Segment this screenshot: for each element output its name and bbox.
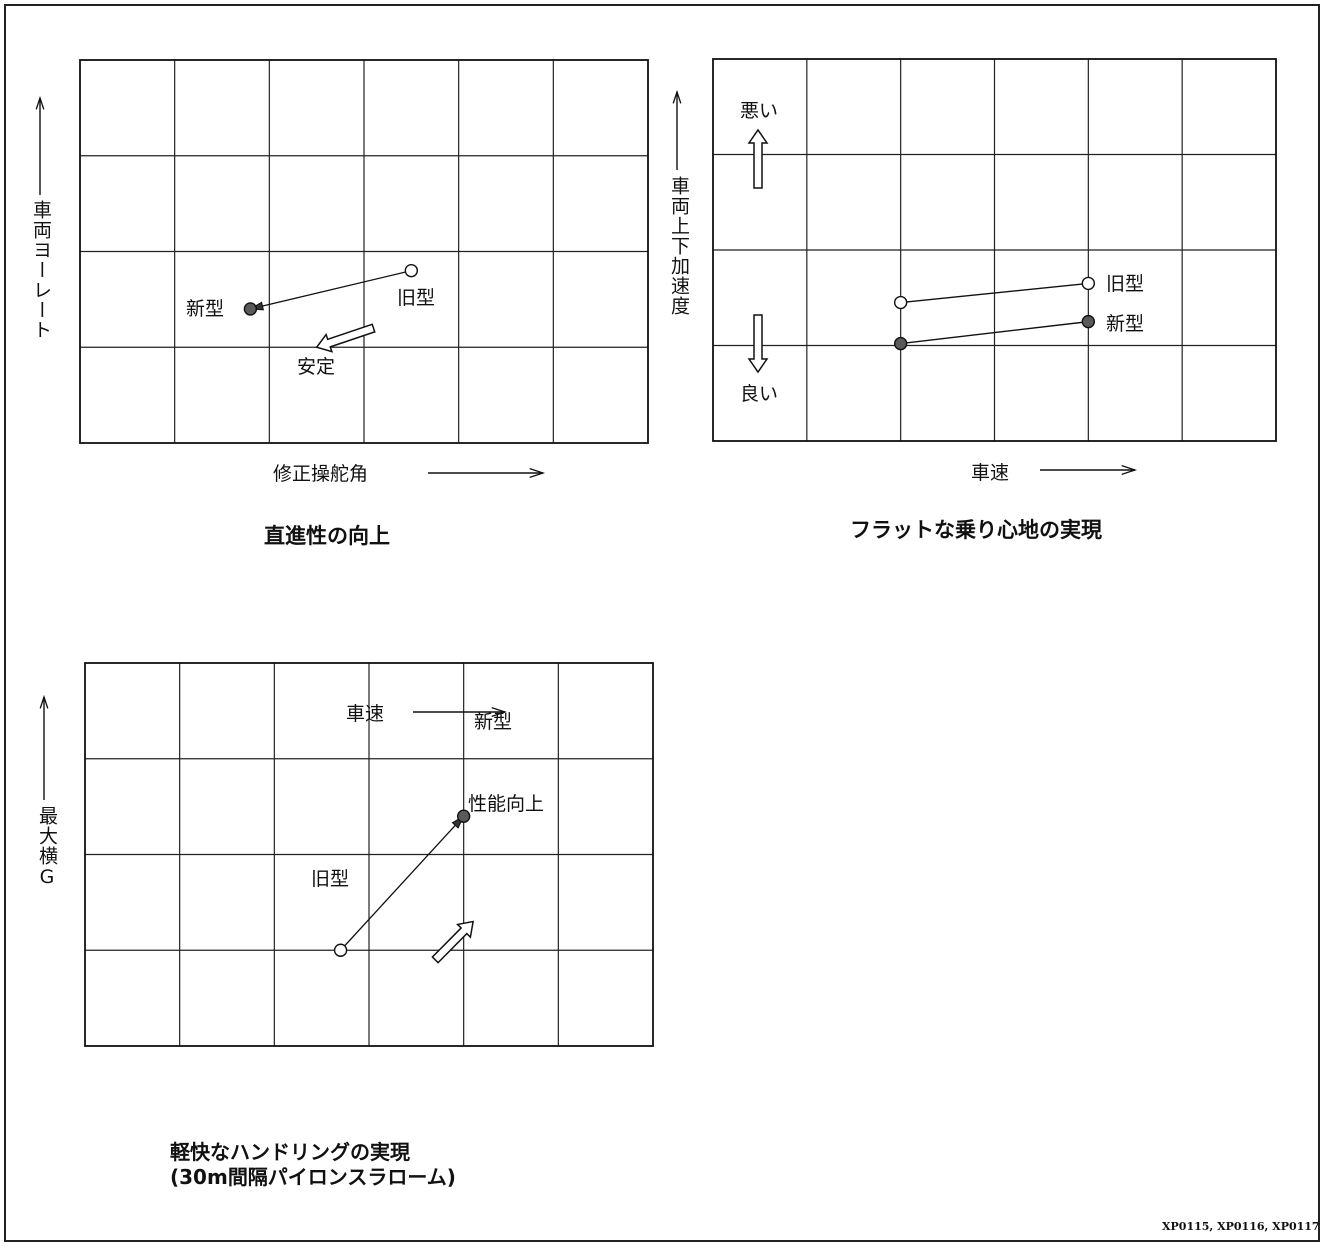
figure-code: XP0115, XP0116, XP0117: [1162, 1220, 1320, 1233]
chart1-point-old-0: [404, 263, 419, 278]
chart3-xlabel: 車速: [346, 703, 385, 725]
chart3-point-old-0: [333, 943, 348, 957]
chart2-label-bad: 悪い: [740, 100, 779, 122]
chart3-x-axis-arrow-head: [491, 706, 508, 718]
chart2-point-new-0: [893, 336, 908, 351]
chart2-label-old: 旧型: [1106, 273, 1145, 295]
chart3-ylabel: 最大横G: [35, 806, 58, 889]
chart2-label-new: 新型: [1106, 313, 1145, 335]
chart2-series-line-0: [900, 282, 1089, 304]
chart1-plot-frame: [79, 59, 649, 444]
chart1-point-new-0: [243, 302, 258, 316]
chart3-direction-arrow-1: [431, 920, 475, 964]
chart2-point-new-1: [1081, 314, 1096, 329]
chart2-xlabel: 車速: [971, 462, 1010, 484]
chart2-point-old-0: [893, 295, 908, 310]
chart1-label-stable: 安定: [297, 356, 336, 378]
chart2-title: フラットな乗り心地の実現: [850, 518, 1102, 542]
chart1-direction-arrow-1: [315, 323, 376, 353]
chart3-label-new: 新型: [474, 711, 513, 733]
chart2-ylabel: 車両上下加速度: [667, 176, 690, 316]
chart1-xlabel: 修正操舵角: [273, 463, 369, 485]
chart3-title: 軽快なハンドリングの実現: [170, 1140, 410, 1164]
chart2-bad-arrow: [747, 128, 769, 189]
chart2-series-line-1: [900, 320, 1089, 345]
chart1-title: 直進性の向上: [264, 524, 390, 548]
chart3-point-new-0: [456, 809, 471, 823]
chart3-label-improve: 性能向上: [468, 793, 545, 815]
page-frame: [4, 4, 1320, 1242]
chart2-y-axis-arrow-head: [672, 89, 682, 104]
chart3-trend-arrow-0-shaft: [340, 815, 465, 951]
chart3-plot-frame: [84, 662, 654, 1047]
chart2-good-arrow: [747, 314, 769, 374]
chart2-x-axis-arrow-head: [1121, 464, 1138, 476]
chart1-ylabel: 車両ヨーレート: [29, 200, 52, 340]
chart1-label-new: 新型: [186, 298, 225, 320]
chart2-plot-frame: [712, 58, 1277, 442]
chart2-point-old-1: [1081, 276, 1096, 291]
chart3-label-old: 旧型: [311, 868, 350, 890]
chart1-y-axis-arrow-head: [35, 95, 45, 110]
chart1-x-axis-arrow-head: [529, 467, 546, 479]
chart1-label-old: 旧型: [397, 287, 436, 309]
chart3-subtitle: (30m間隔パイロンスラローム): [170, 1165, 456, 1189]
chart1-trend-arrow-0-shaft: [250, 270, 412, 310]
chart3-y-axis-arrow-head: [39, 694, 49, 709]
chart2-label-good: 良い: [740, 383, 779, 405]
